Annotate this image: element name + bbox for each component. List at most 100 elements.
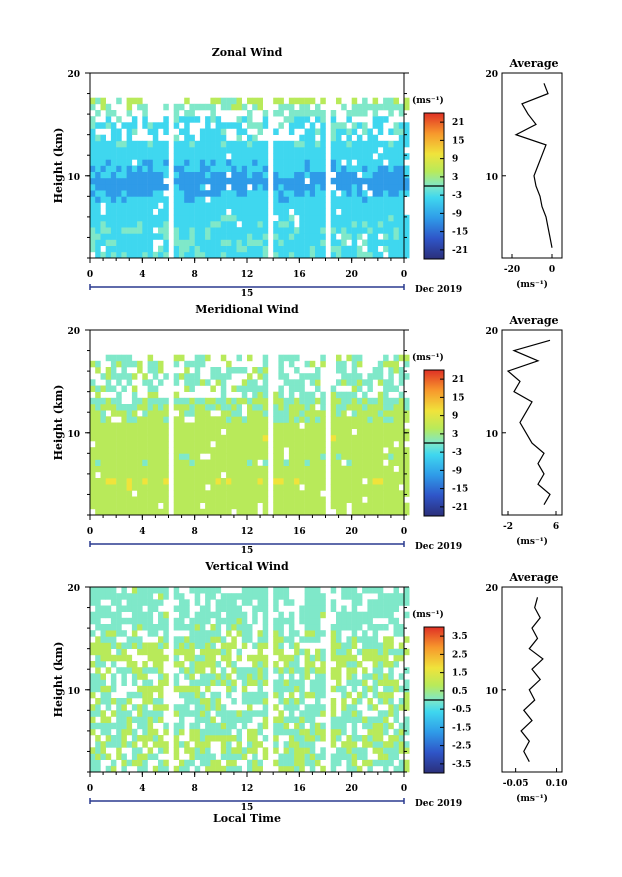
heatmap-cell bbox=[351, 385, 358, 392]
heatmap-cell bbox=[330, 502, 337, 510]
heatmap-cell bbox=[372, 159, 379, 166]
heatmap-cell bbox=[309, 245, 316, 253]
heatmap-cell bbox=[388, 410, 394, 417]
heatmap-cell bbox=[121, 698, 127, 705]
heatmap-cell bbox=[388, 722, 394, 730]
heatmap-cell bbox=[309, 716, 316, 723]
heatmap-cell bbox=[236, 648, 242, 656]
heatmap-cell bbox=[377, 177, 384, 185]
heatmap-cell bbox=[367, 171, 373, 179]
heatmap-cell bbox=[393, 471, 399, 479]
heatmap-cell bbox=[152, 753, 159, 760]
heatmap-cell bbox=[158, 360, 164, 368]
heatmap-cell bbox=[158, 434, 164, 442]
heatmap-cell bbox=[252, 735, 258, 742]
heatmap-cell bbox=[356, 459, 363, 466]
heatmap-cell bbox=[252, 379, 258, 386]
heatmap-cell bbox=[147, 147, 154, 154]
heatmap-cell bbox=[346, 465, 352, 473]
heatmap-cell bbox=[116, 502, 122, 510]
heatmap-cell bbox=[184, 196, 190, 203]
heatmap-cell bbox=[179, 251, 185, 259]
heatmap-cell bbox=[288, 741, 295, 748]
heatmap-cell bbox=[210, 422, 216, 429]
heatmap-cell bbox=[241, 385, 248, 392]
heatmap-cell bbox=[252, 153, 258, 160]
average-x-tick-label: -2 bbox=[503, 522, 513, 532]
heatmap-cell bbox=[341, 447, 347, 454]
heatmap-cell bbox=[231, 221, 237, 228]
heatmap-cell bbox=[220, 140, 227, 148]
heatmap-cell bbox=[220, 416, 227, 423]
heatmap-cell bbox=[152, 605, 159, 612]
heatmap-cell bbox=[226, 617, 232, 625]
heatmap-cell bbox=[404, 691, 410, 699]
heatmap-cell bbox=[388, 147, 394, 154]
heatmap-cell bbox=[283, 159, 290, 166]
heatmap-cell bbox=[226, 245, 232, 253]
heatmap-cell bbox=[288, 679, 295, 686]
heatmap-cell bbox=[220, 373, 227, 380]
heatmap-cell bbox=[110, 147, 117, 154]
heatmap-cell bbox=[163, 496, 169, 503]
heatmap-cell bbox=[194, 496, 201, 503]
heatmap-cell bbox=[336, 673, 342, 680]
heatmap-cell bbox=[184, 710, 190, 717]
heatmap-cell bbox=[90, 728, 96, 736]
heatmap-cell bbox=[163, 654, 169, 662]
heatmap-cell bbox=[173, 239, 180, 246]
heatmap-cell bbox=[152, 171, 159, 179]
heatmap-cell bbox=[341, 214, 347, 222]
heatmap-cell bbox=[367, 704, 373, 711]
date-day-label: 15 bbox=[241, 289, 254, 299]
heatmap-cell bbox=[356, 110, 363, 117]
heatmap-cell bbox=[372, 673, 379, 680]
heatmap-cell bbox=[147, 385, 154, 392]
heatmap-cell bbox=[283, 416, 290, 423]
heatmap-cell bbox=[283, 728, 290, 736]
heatmap-cell bbox=[315, 502, 321, 510]
heatmap-cell bbox=[315, 214, 321, 222]
heatmap-cell bbox=[404, 140, 410, 148]
heatmap-cell bbox=[116, 214, 122, 222]
heatmap-cell bbox=[247, 698, 253, 705]
heatmap-cell bbox=[179, 397, 185, 405]
heatmap-cell bbox=[351, 122, 358, 129]
heatmap-cell bbox=[100, 642, 106, 649]
heatmap-cell bbox=[262, 478, 269, 485]
heatmap-cell bbox=[205, 716, 211, 723]
heatmap-cell bbox=[309, 508, 316, 516]
heatmap-cell bbox=[356, 471, 363, 479]
heatmap-cell bbox=[241, 478, 248, 485]
heatmap-cell bbox=[294, 202, 300, 209]
heatmap-cell bbox=[215, 722, 222, 730]
heatmap-cell bbox=[299, 728, 305, 736]
heatmap-cell bbox=[346, 134, 352, 142]
heatmap-cell bbox=[330, 128, 337, 135]
heatmap-cell bbox=[341, 617, 347, 625]
heatmap-cell bbox=[142, 103, 148, 111]
heatmap-cell bbox=[346, 704, 352, 711]
heatmap-cell bbox=[231, 177, 237, 185]
heatmap-cell bbox=[336, 97, 342, 105]
heatmap-cell bbox=[315, 508, 321, 516]
heatmap-cell bbox=[131, 741, 138, 748]
heatmap-cell bbox=[304, 147, 311, 154]
heatmap-cell bbox=[257, 153, 263, 160]
heatmap-cell bbox=[105, 397, 112, 405]
heatmap-cell bbox=[215, 679, 222, 686]
heatmap-cell bbox=[226, 673, 232, 680]
heatmap-cell bbox=[341, 245, 347, 253]
heatmap-cell bbox=[247, 214, 253, 222]
heatmap-cell bbox=[158, 184, 164, 191]
heatmap-cell bbox=[173, 147, 180, 154]
heatmap-cell bbox=[383, 245, 389, 253]
heatmap-cell bbox=[231, 471, 237, 479]
heatmap-cell bbox=[189, 245, 195, 253]
heatmap-cell bbox=[179, 722, 185, 730]
heatmap-cell bbox=[236, 165, 242, 172]
heatmap-cell bbox=[189, 471, 195, 479]
heatmap-cell bbox=[121, 741, 127, 748]
heatmap-cell bbox=[121, 354, 127, 362]
